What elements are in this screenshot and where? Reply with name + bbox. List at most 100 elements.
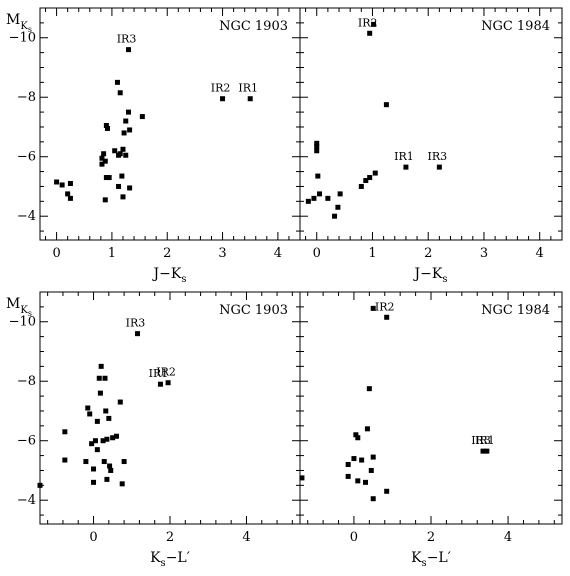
panel-title: NGC 1903	[219, 19, 288, 34]
data-point	[104, 125, 110, 131]
data-point	[37, 482, 43, 488]
data-point	[403, 164, 409, 170]
panel-title: NGC 1984	[481, 19, 550, 34]
data-point	[98, 363, 104, 369]
point-label: IR3	[117, 33, 137, 46]
data-point	[62, 429, 68, 435]
x-tick-label: 3	[218, 246, 226, 261]
x-axis-title-sub: s	[161, 558, 166, 569]
data-point	[119, 173, 125, 179]
data-point	[363, 479, 368, 485]
data-point	[363, 178, 369, 184]
x-tick-label: 0	[89, 530, 97, 545]
x-axis-title-sub: s	[181, 274, 186, 285]
panel-2: 0 1 2 3 4 NGC 1984 J−Ks IR2 IR1 IR3	[299, 7, 563, 285]
data-point	[299, 475, 305, 481]
data-point	[383, 102, 389, 108]
x-tick-label: 1	[108, 246, 116, 261]
data-point	[112, 148, 118, 154]
data-point	[120, 146, 126, 152]
data-point	[135, 331, 140, 337]
plot-frame	[39, 7, 301, 241]
y-axis-title-subsub: s	[28, 309, 32, 318]
data-point	[85, 405, 91, 411]
x-tick-label: 2	[427, 530, 435, 545]
data-point	[59, 182, 65, 188]
data-point	[315, 173, 321, 179]
plot-frame	[39, 291, 301, 525]
data-point	[54, 179, 60, 185]
data-point	[367, 30, 373, 36]
panel-title: NGC 1903	[219, 303, 288, 318]
data-point	[484, 448, 490, 454]
data-point	[370, 305, 376, 311]
point-label: IR2	[211, 82, 231, 95]
panel-title: NGC 1984	[481, 303, 550, 318]
data-point	[345, 462, 351, 468]
data-point	[67, 180, 73, 186]
plot-frame	[299, 291, 563, 525]
x-axis-title-suffix: −L′	[166, 550, 190, 566]
data-point	[114, 79, 120, 85]
x-tick-label: 4	[504, 530, 512, 545]
data-point	[355, 435, 361, 441]
y-axis-title-subsub: s	[28, 25, 32, 34]
point-label: IR1	[238, 82, 258, 95]
data-point	[220, 96, 226, 102]
point-label: IR1	[149, 367, 169, 380]
data-point	[94, 447, 100, 453]
data-point	[123, 152, 129, 158]
y-tick-label: −4	[17, 493, 36, 508]
data-point	[126, 109, 132, 115]
x-tick-label: 4	[274, 246, 282, 261]
point-label: IR2	[358, 16, 378, 29]
data-point	[120, 194, 126, 200]
data-point	[67, 195, 73, 201]
data-point	[367, 175, 373, 181]
data-point	[355, 478, 361, 484]
x-tick-label: 4	[536, 246, 544, 261]
data-point	[317, 191, 323, 197]
x-axis-title: Ks−L′	[411, 550, 451, 569]
data-point	[97, 390, 103, 396]
data-point	[366, 386, 372, 392]
data-point	[99, 155, 105, 161]
y-tick-label: −4	[17, 209, 36, 224]
data-point	[370, 454, 376, 460]
data-point	[139, 114, 145, 120]
data-point	[94, 418, 100, 424]
data-point	[99, 161, 105, 167]
data-point	[116, 183, 122, 189]
data-point	[106, 175, 112, 181]
x-axis-title: J−Ks	[152, 266, 187, 285]
data-point	[127, 127, 133, 133]
data-point	[384, 488, 390, 494]
data-point	[314, 148, 320, 154]
data-point	[305, 198, 311, 204]
y-tick-label: −6	[17, 150, 36, 165]
data-point	[117, 90, 123, 96]
data-point	[65, 191, 71, 197]
data-point	[96, 375, 102, 381]
data-point	[359, 457, 365, 463]
x-axis-title: J−Ks	[413, 266, 448, 285]
point-label: IR1	[475, 434, 495, 447]
data-point	[106, 415, 112, 421]
data-point	[157, 381, 163, 387]
data-point	[335, 204, 341, 210]
point-label: IR2	[375, 300, 395, 313]
data-point	[353, 432, 359, 438]
data-point	[480, 448, 486, 454]
data-point	[92, 438, 98, 444]
data-point	[121, 130, 127, 136]
data-point	[247, 96, 253, 102]
data-point	[127, 185, 133, 191]
data-point	[107, 463, 113, 469]
data-point	[101, 459, 107, 465]
data-point	[103, 122, 109, 128]
data-point	[62, 457, 68, 463]
data-point	[358, 183, 364, 189]
